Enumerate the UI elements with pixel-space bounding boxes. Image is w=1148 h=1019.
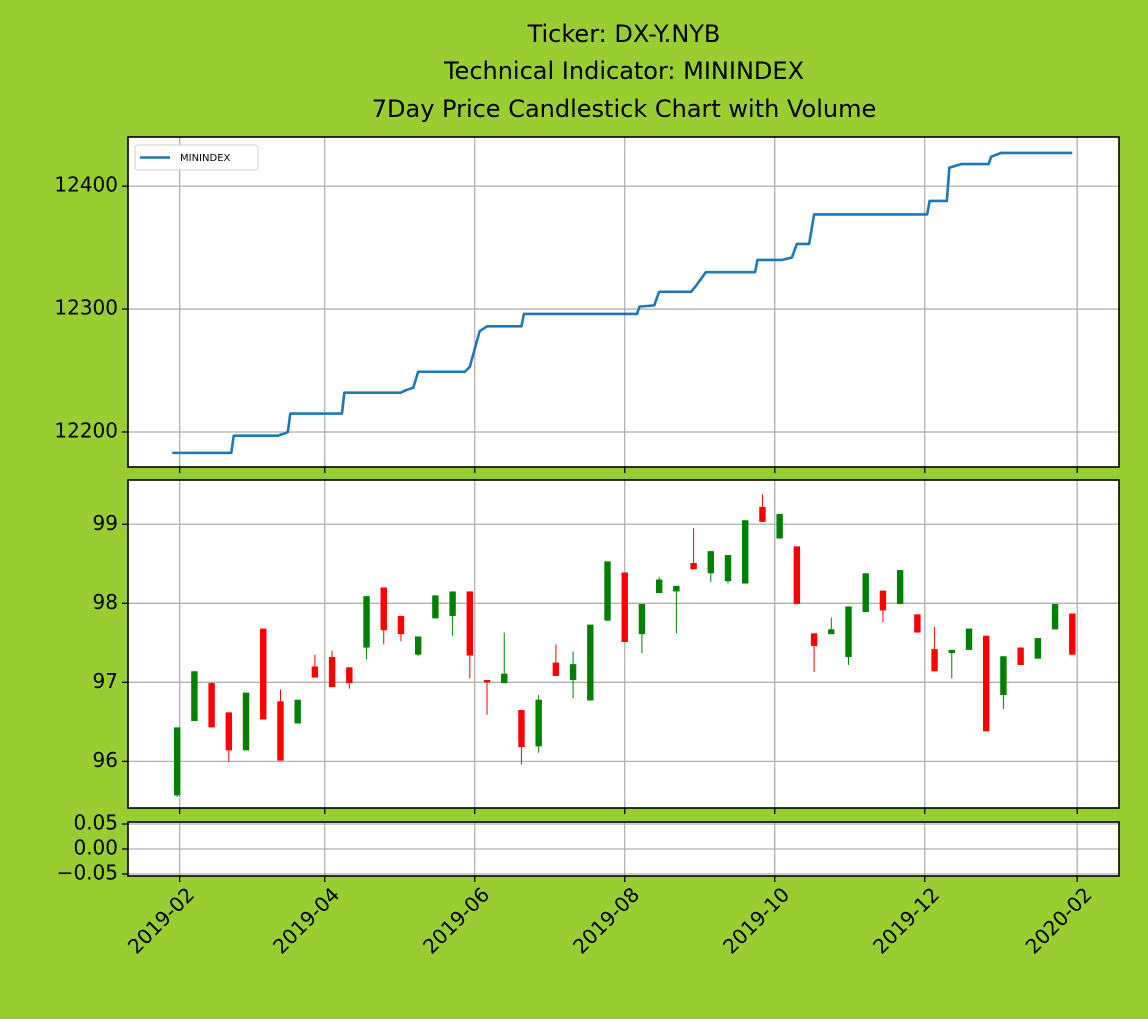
candle-body — [518, 709, 525, 748]
candle-body — [707, 551, 714, 574]
candle-body — [432, 595, 439, 619]
candle-body — [828, 629, 835, 635]
candle-body — [191, 671, 198, 722]
title-line: 7Day Price Candlestick Chart with Volume — [372, 95, 877, 123]
candle-body — [483, 679, 491, 683]
candle-body — [328, 657, 336, 688]
candle-body — [948, 649, 955, 654]
candle-body — [742, 520, 749, 584]
candle-body — [311, 666, 319, 678]
plot-area — [128, 822, 1119, 876]
candle-body — [380, 587, 387, 631]
y-tick-label: 97 — [93, 669, 118, 693]
plot-area — [128, 137, 1119, 467]
candle-body — [397, 615, 405, 635]
candle-body — [414, 636, 422, 655]
candle-body — [1000, 656, 1007, 695]
candle-body — [363, 596, 370, 648]
candle-body — [225, 712, 233, 751]
plot-area — [128, 480, 1119, 808]
candle-body — [1069, 613, 1076, 655]
axes-frame — [127, 479, 1120, 809]
candle-body — [173, 727, 181, 796]
y-tick-label: 0.00 — [73, 836, 118, 860]
candle-body — [346, 667, 353, 684]
candle-body — [845, 606, 852, 658]
candle-body — [208, 683, 215, 728]
candle-body — [914, 614, 921, 633]
candle-body — [673, 585, 680, 592]
candle-body — [638, 604, 646, 635]
legend-label: MININDEX — [180, 153, 231, 164]
axes-frame — [127, 136, 1120, 468]
candle-body — [793, 546, 801, 605]
title-line: Ticker: DX-Y.NYB — [527, 20, 721, 48]
candle-body — [260, 628, 267, 720]
candle-body — [983, 635, 990, 732]
y-tick-label: 0.05 — [73, 811, 118, 835]
candle-body — [1051, 604, 1059, 630]
candle-body — [776, 513, 783, 539]
axes-background — [128, 137, 1119, 467]
candle-body — [810, 633, 818, 646]
y-tick-label: 99 — [93, 511, 118, 535]
y-tick-label: 98 — [93, 590, 118, 614]
legend-box — [134, 144, 259, 171]
y-tick-label: 96 — [93, 748, 118, 772]
candle-body — [621, 572, 628, 643]
candle-body — [931, 649, 938, 672]
candle-body — [552, 662, 560, 677]
axes-frame — [127, 821, 1120, 877]
candle-body — [724, 555, 732, 582]
candle-body — [242, 692, 250, 751]
candle-body — [466, 591, 474, 656]
y-tick-label: 12200 — [54, 418, 118, 442]
candle-body — [449, 591, 456, 616]
candle-body — [569, 664, 577, 680]
candle-body — [587, 624, 594, 701]
candle-body — [277, 701, 284, 761]
candle-body — [1017, 647, 1024, 665]
candle-body — [759, 506, 766, 522]
y-tick-label: 12300 — [54, 296, 118, 320]
y-tick-label: −0.05 — [57, 861, 118, 885]
indicator-line — [172, 151, 1073, 455]
axes-background — [128, 480, 1119, 808]
candle-body — [1034, 638, 1042, 659]
candle-body — [965, 628, 973, 650]
title-line: Technical Indicator: MININDEX — [443, 57, 804, 85]
candle-body — [294, 699, 301, 724]
candle-body — [501, 673, 508, 684]
candle-body — [862, 573, 869, 612]
candle-body — [655, 579, 663, 594]
candle-body — [604, 561, 611, 621]
candle-body — [690, 562, 697, 570]
candle-body — [896, 570, 904, 605]
candle-body — [879, 590, 887, 611]
candle-body — [535, 699, 542, 747]
y-tick-label: 12400 — [54, 173, 118, 197]
